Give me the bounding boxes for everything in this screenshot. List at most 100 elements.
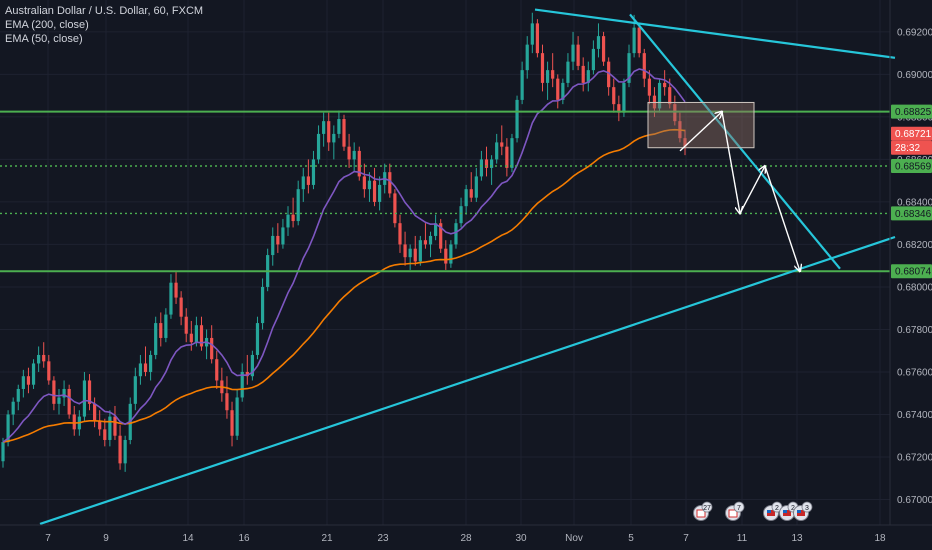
candle-body xyxy=(637,27,641,54)
candle-body xyxy=(601,36,606,62)
candle-body xyxy=(72,414,76,430)
candle-body xyxy=(367,180,372,190)
candle-body xyxy=(479,159,484,177)
candle-body xyxy=(642,53,646,79)
legend-symbol[interactable]: Australian Dollar / U.S. Dollar, 60, FXC… xyxy=(5,5,204,17)
candle-body xyxy=(357,150,361,177)
candle-body xyxy=(148,354,153,372)
price-tick-label: 0.67800 xyxy=(897,325,932,336)
legend-ema50[interactable]: EMA (50, close) xyxy=(5,33,83,45)
shaded-zone[interactable] xyxy=(647,101,755,149)
projection-arrow[interactable] xyxy=(679,112,722,152)
price-label-bg xyxy=(891,126,932,141)
time-tick-label: 13 xyxy=(791,533,803,544)
badge-calendar xyxy=(728,509,738,518)
candle-body xyxy=(1,442,5,462)
shaded-zone-rect[interactable] xyxy=(647,101,755,149)
candle-body xyxy=(255,323,260,355)
projection-arrow[interactable] xyxy=(721,111,740,214)
candle-body xyxy=(281,227,285,245)
candle-body xyxy=(439,223,443,249)
time-tick-label: 23 xyxy=(377,533,389,544)
price-label-last[interactable]: 0.68721 xyxy=(895,129,932,140)
candle-body xyxy=(62,388,66,398)
candle-body xyxy=(138,363,143,377)
candle-body xyxy=(98,420,102,430)
calendar-event-icon[interactable]: 27 xyxy=(693,501,713,521)
candle-body xyxy=(296,189,300,222)
candle-body xyxy=(169,282,173,315)
time-tick-label: 7 xyxy=(683,533,689,544)
projection-arrows[interactable] xyxy=(679,111,800,272)
projection-arrow[interactable] xyxy=(739,166,765,214)
candle-body xyxy=(535,23,540,54)
candle-body xyxy=(596,36,601,49)
candle-body xyxy=(52,380,56,404)
projection-arrow[interactable] xyxy=(764,165,800,271)
time-tick-label: 5 xyxy=(628,533,634,544)
candle-body xyxy=(327,121,331,143)
flag-icon[interactable]: 2 xyxy=(763,501,783,521)
candle-body xyxy=(184,316,188,334)
trendline-ascending-support[interactable] xyxy=(39,235,896,525)
badge-count: 2 xyxy=(775,505,779,512)
candle-body xyxy=(37,354,41,364)
candle-body xyxy=(332,133,336,143)
candle-body xyxy=(189,333,193,343)
candle-body xyxy=(459,206,463,224)
time-tick-label: Nov xyxy=(565,533,583,544)
price-tick-label: 0.67200 xyxy=(897,452,932,463)
flag-icon[interactable]: 3 xyxy=(793,501,813,521)
price-axis[interactable]: 0.692000.690000.688000.686000.684000.682… xyxy=(891,27,932,506)
price-tick-label: 0.67400 xyxy=(897,410,932,421)
candle-body xyxy=(164,314,168,338)
candle-body xyxy=(469,189,473,198)
candle-body xyxy=(500,142,504,147)
price-label-level[interactable]: 0.68074 xyxy=(895,267,932,278)
candle-body xyxy=(489,159,494,168)
candle-series xyxy=(1,12,687,472)
trendline-descending[interactable] xyxy=(629,13,841,270)
candle-body xyxy=(42,354,46,362)
candle-body xyxy=(540,53,545,83)
candle-body xyxy=(260,286,265,324)
price-label-level[interactable]: 0.68569 xyxy=(895,162,932,173)
candle-body xyxy=(632,27,636,54)
candle-body xyxy=(199,325,204,347)
time-tick-label: 9 xyxy=(103,533,109,544)
candle-body xyxy=(571,44,575,62)
time-tick-label: 14 xyxy=(182,533,194,544)
candle-body xyxy=(87,380,92,404)
calendar-event-icon[interactable]: 7 xyxy=(725,501,745,521)
candle-body xyxy=(545,70,550,83)
candle-body xyxy=(194,325,199,343)
price-label-level[interactable]: 0.68346 xyxy=(895,209,932,220)
time-tick-label: 21 xyxy=(321,533,333,544)
trendlines[interactable] xyxy=(39,8,896,525)
candle-body xyxy=(342,119,346,147)
candle-body xyxy=(347,146,351,160)
price-label-countdown[interactable]: 28:32 xyxy=(895,143,920,154)
price-tick-label: 0.68000 xyxy=(897,282,932,293)
time-tick-label: 28 xyxy=(460,533,472,544)
price-tick-label: 0.68200 xyxy=(897,240,932,251)
candle-body xyxy=(6,414,10,443)
candle-body xyxy=(444,248,448,264)
price-label-level[interactable]: 0.68825 xyxy=(895,107,932,118)
badge-count-bg xyxy=(733,501,745,513)
candle-body xyxy=(240,371,244,398)
candle-body xyxy=(322,121,326,134)
legend-ema200[interactable]: EMA (200, close) xyxy=(5,19,89,31)
price-label-bg xyxy=(891,206,932,221)
candle-body xyxy=(591,48,595,71)
candle-body xyxy=(683,138,687,147)
trendline-upper-resistance[interactable] xyxy=(534,8,896,59)
badge-count-bg xyxy=(801,501,813,513)
candle-body xyxy=(520,70,524,100)
event-badges[interactable]: 27 7 2 2 3 xyxy=(693,501,813,521)
candle-body xyxy=(31,363,36,385)
price-label-bg xyxy=(891,104,932,119)
badge-count: 7 xyxy=(737,505,741,512)
